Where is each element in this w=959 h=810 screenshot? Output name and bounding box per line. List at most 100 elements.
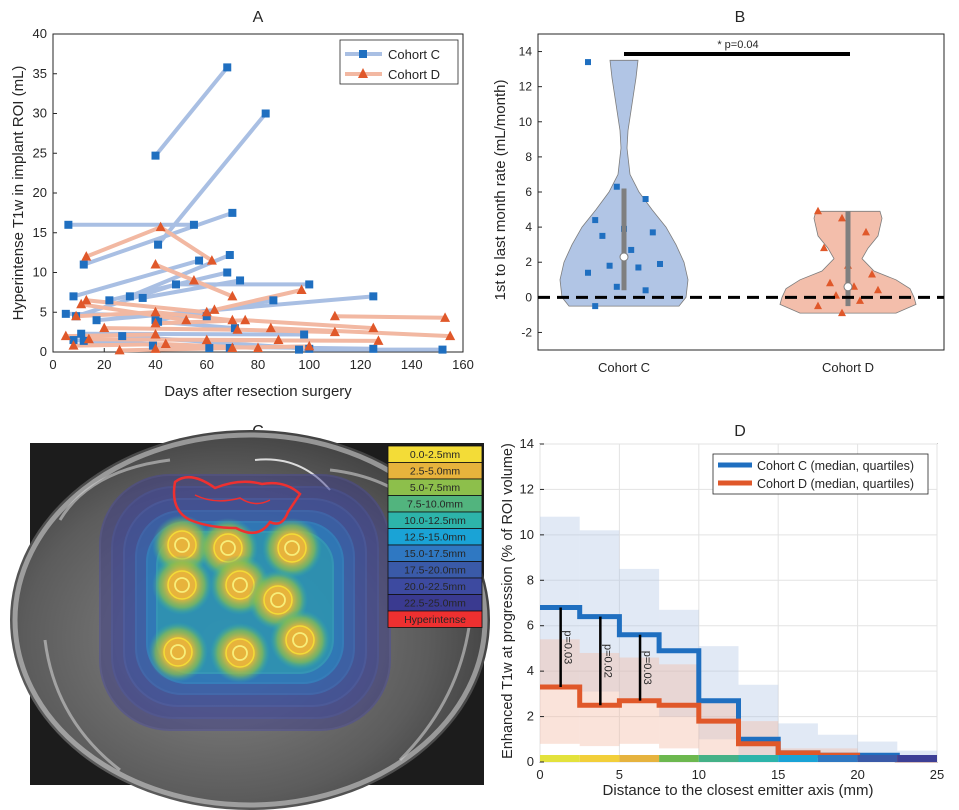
panel-b-title: B <box>735 9 746 26</box>
data-point-triangle <box>838 308 846 317</box>
emitter-core <box>163 637 193 667</box>
legend-label-cohort-d-median: Cohort D (median, quartiles) <box>757 477 914 491</box>
data-point-square <box>92 316 101 325</box>
violin-body <box>559 59 689 307</box>
y-tick-label: 0 <box>525 290 532 304</box>
data-point-square <box>118 332 127 341</box>
y-tick-label: 10 <box>519 115 533 129</box>
data-point-square <box>79 336 88 345</box>
legend-entry: 22.5-25.0mm <box>404 598 466 610</box>
data-point-square <box>223 268 232 277</box>
legend-entry: 17.5-20.0mm <box>404 565 466 577</box>
x-tick-label: 0 <box>49 357 56 372</box>
data-point-triangle <box>227 290 238 301</box>
panel-d-y-ticks: 0 2 4 6 8 10 12 14 <box>520 436 544 769</box>
data-point-square <box>613 283 620 290</box>
y-tick-label: 10 <box>520 527 534 542</box>
p-value-label: p=0.02 <box>601 644 613 678</box>
data-point-triangle <box>820 243 828 252</box>
trajectory-line <box>71 258 202 299</box>
emitter-core <box>167 570 197 600</box>
y-tick-label: 4 <box>525 220 532 234</box>
data-point-triangle <box>232 324 243 334</box>
emitter-center <box>292 632 308 648</box>
data-point-triangle <box>868 270 876 278</box>
emitter-center <box>232 645 248 661</box>
legend-entry: 15.0-17.5mm <box>404 548 466 560</box>
data-point-square <box>657 260 663 267</box>
data-point-square <box>148 341 157 350</box>
data-point-square <box>225 251 234 260</box>
panel-a-series-markers <box>60 63 456 355</box>
panel-a-title: A <box>253 9 264 26</box>
data-point-triangle <box>83 333 94 344</box>
data-point-square <box>305 280 314 289</box>
data-point-square <box>369 344 378 353</box>
emitter-center <box>284 540 300 556</box>
panel-a-legend-box <box>339 39 459 85</box>
data-point-triangle <box>368 322 379 333</box>
data-point-triangle <box>814 206 822 215</box>
distance-color-segment <box>619 755 660 762</box>
data-point-square <box>205 344 214 353</box>
y-tick-label: 2 <box>525 255 532 269</box>
data-point-square <box>300 330 309 339</box>
hyperintense-contour <box>172 475 302 535</box>
data-point-triangle <box>329 310 340 321</box>
panel-d-legend: Cohort C (median, quartiles) Cohort D (m… <box>712 453 929 495</box>
y-tick-label: 6 <box>525 185 532 199</box>
data-point-triangle <box>201 334 212 345</box>
data-point-triangle <box>856 296 864 304</box>
x-tick-label: 10 <box>692 767 706 782</box>
distance-color-segment <box>738 755 779 762</box>
y-tick-label: 35 <box>33 66 47 81</box>
panel-d-legend-box <box>712 453 929 495</box>
y-tick-label: 0 <box>527 754 534 769</box>
data-point-square <box>628 246 635 253</box>
legend-label-cohort-d: Cohort D <box>388 67 440 82</box>
distance-color-segment <box>659 755 699 762</box>
y-tick-label: 30 <box>33 106 47 121</box>
legend-label-cohort-c: Cohort C <box>388 47 440 62</box>
median-point <box>619 252 629 262</box>
y-tick-label: 15 <box>33 225 47 240</box>
x-tick-label: 25 <box>930 767 944 782</box>
hyperintense-inner-contour <box>194 494 271 505</box>
x-tick-label: 20 <box>97 357 111 372</box>
data-point-square <box>642 287 649 294</box>
panel-b-y-label: 1st to last month rate (mL/month) <box>492 80 509 301</box>
median-point <box>843 282 853 292</box>
data-point-triangle <box>201 306 212 317</box>
p-value-label: p=0.03 <box>641 651 653 685</box>
data-point-square <box>195 256 204 265</box>
data-point-triangle <box>206 255 217 265</box>
y-tick-label: 6 <box>527 618 534 633</box>
data-point-triangle <box>838 213 846 222</box>
data-point-triangle <box>71 310 82 321</box>
x-tick-label: 100 <box>298 357 320 372</box>
trajectory-line <box>94 294 376 323</box>
y-tick-label: 12 <box>520 481 534 496</box>
emitter-core <box>167 530 197 560</box>
data-point-triangle <box>265 322 276 333</box>
trajectory-line <box>81 210 235 267</box>
data-point-square <box>79 260 88 269</box>
brain-tissue <box>10 430 490 810</box>
data-point-triangle <box>209 304 220 314</box>
emitter-core <box>277 533 307 563</box>
data-point-triangle <box>240 314 251 325</box>
data-point-triangle <box>445 330 456 341</box>
data-point-triangle <box>81 294 92 305</box>
data-point-square <box>228 208 237 217</box>
distance-color-segment <box>579 755 620 762</box>
panel-a-legend: Cohort C Cohort D <box>339 39 459 85</box>
legend-entry: 20.0-22.5mm <box>404 581 466 593</box>
data-point-square <box>592 303 599 310</box>
y-tick-label: 0 <box>40 344 47 359</box>
data-point-triangle <box>329 326 340 337</box>
significance-label: * p=0.04 <box>717 39 758 51</box>
data-point-square <box>189 220 198 229</box>
data-point-square <box>230 324 239 333</box>
emitter-core <box>285 625 315 655</box>
trajectory-line <box>204 338 381 343</box>
